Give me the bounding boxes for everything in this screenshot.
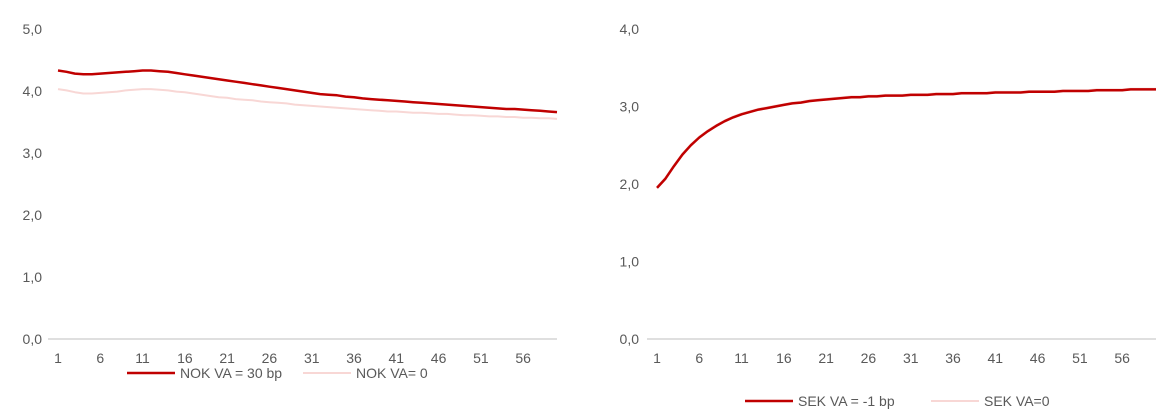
nok-x-tick-label: 1 bbox=[54, 350, 62, 366]
nok-x-tick-label: 41 bbox=[389, 350, 405, 366]
nok-series-line-2 bbox=[57, 88, 558, 120]
nok-x-tick-label: 36 bbox=[346, 350, 362, 366]
sek-x-tick-label: 31 bbox=[903, 350, 919, 366]
nok-y-tick-label: 1,0 bbox=[23, 269, 43, 285]
nok-x-tick-label: 26 bbox=[262, 350, 278, 366]
sek-legend-label-2: SEK VA=0 bbox=[984, 393, 1050, 409]
sek-x-tick-label: 51 bbox=[1072, 350, 1088, 366]
sek-y-tick-label: 4,0 bbox=[620, 21, 640, 37]
nok-legend-label-2: NOK VA= 0 bbox=[356, 365, 428, 381]
nok-chart-plot: 0,01,02,03,04,05,01 6 11 16 21 26 31 36 41 46 51 56… bbox=[23, 21, 558, 381]
sek-x-tick-label: 21 bbox=[818, 350, 834, 366]
nok-y-tick-label: 0,0 bbox=[23, 331, 43, 347]
sek-x-tick-label: 11 bbox=[734, 350, 749, 366]
nok-y-tick-label: 3,0 bbox=[23, 145, 43, 161]
sek-x-tick-label: 41 bbox=[988, 350, 1004, 366]
sek-x-tick-label: 36 bbox=[945, 350, 961, 366]
nok-x-tick-label: 31 bbox=[304, 350, 320, 366]
sek-legend-label-1: SEK VA = -1 bp bbox=[798, 393, 895, 409]
nok-x-tick-label: 21 bbox=[219, 350, 235, 366]
nok-legend-label-1: NOK VA = 30 bp bbox=[180, 365, 282, 381]
nok-chart: 0,0 1,0 2,0 3,0 4,0 5,0 1 6 11 16 21 26 31 36 41 46 51 56… bbox=[0, 0, 578, 411]
sek-x-tick-label: 26 bbox=[861, 350, 877, 366]
sek-x-tick-label: 46 bbox=[1030, 350, 1046, 366]
sek-x-tick-label: 1 bbox=[653, 350, 661, 366]
nok-x-tick-label: 16 bbox=[177, 350, 193, 366]
sek-y-tick-label: 2,0 bbox=[620, 176, 640, 192]
nok-series-line-1 bbox=[57, 69, 558, 114]
sek-chart: 0,0 1,0 2,0 3,0 4,0 1 6 11 16 21 26 31 36 41 46 51 56 SEK… bbox=[578, 0, 1157, 411]
sek-y-tick-label: 0,0 bbox=[620, 331, 640, 347]
sek-chart-plot: 0,01,02,03,04,01 6 11 16 21 26 31 36 41 46 51 56SEK… bbox=[620, 21, 1156, 409]
nok-y-tick-label: 4,0 bbox=[23, 83, 43, 99]
sek-x-tick-label: 56 bbox=[1114, 350, 1130, 366]
nok-x-tick-label: 6 bbox=[96, 350, 104, 366]
sek-x-tick-label: 6 bbox=[695, 350, 703, 366]
sek-y-tick-label: 3,0 bbox=[620, 99, 640, 115]
sek-series-line-1 bbox=[656, 88, 1156, 189]
nok-y-tick-label: 2,0 bbox=[23, 207, 43, 223]
nok-x-tick-label: 51 bbox=[473, 350, 489, 366]
sek-series-line-2 bbox=[656, 87, 1156, 188]
nok-y-tick-label: 5,0 bbox=[23, 21, 43, 37]
nok-x-tick-label: 11 bbox=[135, 350, 150, 366]
sek-y-tick-label: 1,0 bbox=[620, 254, 640, 270]
nok-x-tick-label: 46 bbox=[431, 350, 447, 366]
nok-x-tick-label: 56 bbox=[515, 350, 531, 366]
sek-x-tick-label: 16 bbox=[776, 350, 792, 366]
